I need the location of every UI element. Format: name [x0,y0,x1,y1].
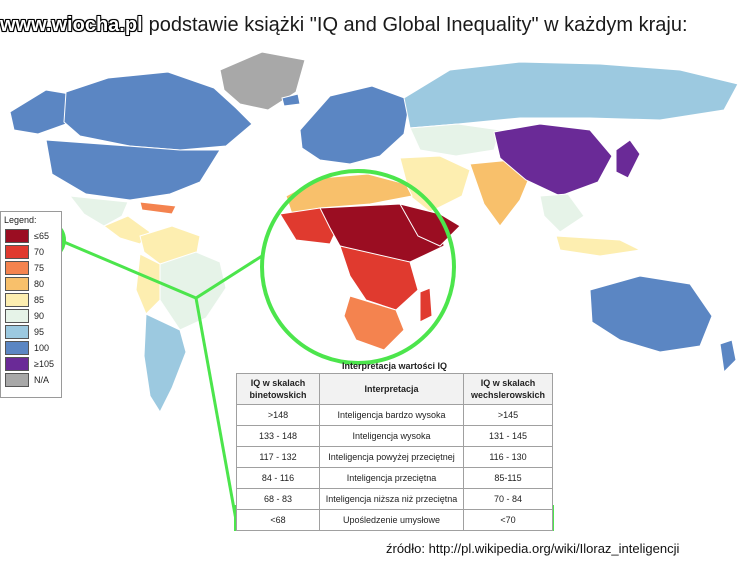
legend-item: N/A [5,373,61,388]
legend-item: 95 [5,325,61,340]
connector-line-table [194,297,238,521]
legend-label: 85 [34,295,45,305]
region-russia [403,61,739,129]
region-madagascar [419,287,433,323]
table-row: 68 - 83 Inteligencja niższa niż przecięt… [236,488,553,510]
column-header: IQ w skalach binetowskich [236,373,320,405]
region-new-zealand [719,339,737,374]
table-cell: >148 [236,404,320,426]
region-japan [615,139,641,179]
table-cell: Inteligencja przeciętna [319,467,464,489]
region-china [493,123,613,197]
legend-swatch [5,309,29,323]
legend-item: 80 [5,277,61,292]
region-brazil [159,251,227,331]
table-cell: Inteligencja niższa niż przeciętna [319,488,464,510]
region-central-asia [409,123,501,157]
table-row: >148 Inteligencja bardzo wysoka >145 [236,404,553,426]
region-southern-cone [143,313,187,414]
legend-label: 100 [34,343,50,353]
map-legend: Legend: ≤65 70 75 80 85 90 95 100 ≥105 N… [0,211,62,398]
legend-item: 100 [5,341,61,356]
table-cell: 85-115 [463,467,553,489]
legend-item: 70 [5,245,61,260]
table-cell: <68 [236,509,320,531]
table-row: 84 - 116 Inteligencja przeciętna 85-115 [236,467,553,489]
legend-label: 75 [34,263,45,273]
region-australia [589,275,713,353]
table-cell: Upośledzenie umysłowe [319,509,464,531]
region-southern-africa [343,295,405,351]
table-row: <68 Upośledzenie umysłowe <70 [236,509,553,531]
legend-swatch [5,245,29,259]
legend-label: N/A [34,375,50,385]
title-text: podstawie książki "IQ and Global Inequal… [148,14,688,36]
table-cell: >145 [463,404,553,426]
column-header: IQ w skalach wechslerowskich [463,373,553,405]
iq-interpretation-table: Interpretacja wartości IQ IQ w skalach b… [236,360,553,531]
legend-label: 70 [34,247,45,257]
table-row: 117 - 132 Inteligencja powyżej przeciętn… [236,446,553,468]
region-alaska [9,89,71,135]
legend-label: ≤65 [34,231,49,241]
legend-label: ≥105 [34,359,54,369]
table-cell: <70 [463,509,553,531]
table-cell: Inteligencja bardzo wysoka [319,404,464,426]
table-header-row: IQ w skalach binetowskich Interpretacja … [236,373,553,405]
table-cell: 116 - 130 [463,446,553,468]
legend-item: 90 [5,309,61,324]
table-cell: 117 - 132 [236,446,320,468]
legend-label: 90 [34,311,45,321]
legend-swatch [5,293,29,307]
region-middle-east [399,155,471,213]
legend-swatch [5,357,29,371]
legend-item: ≤65 [5,229,61,244]
legend-swatch [5,373,29,387]
region-indonesia [555,235,642,257]
region-caribbean [139,201,177,215]
table-cell: 84 - 116 [236,467,320,489]
region-usa [45,139,221,201]
region-andes [135,253,161,315]
table: IQ w skalach binetowskich Interpretacja … [236,373,553,531]
table-cell: 68 - 83 [236,488,320,510]
africa-highlight-circle [260,169,456,365]
region-mexico [68,195,129,227]
legend-swatch [5,325,29,339]
watermark: www.wiocha.pl [0,14,143,36]
table-cell: Inteligencja wysoka [319,425,464,447]
legend-swatch [5,341,29,355]
legend-title: Legend: [4,215,37,225]
table-cell: 131 - 145 [463,425,553,447]
table-cell: Inteligencja powyżej przeciętnej [319,446,464,468]
legend-label: 80 [34,279,45,289]
column-header: Interpretacja [319,373,464,405]
table-caption: Interpretacja wartości IQ [341,361,448,371]
page-title: www.wiocha.pl podstawie książki "IQ and G… [0,14,750,37]
region-europe [299,85,411,165]
legend-swatch [5,261,29,275]
region-canada [63,71,253,151]
source-caption: źródło: http://pl.wikipedia.org/wiki/Ilo… [386,541,680,556]
region-southeast-asia [539,193,585,233]
legend-item: 75 [5,261,61,276]
region-greenland [219,51,306,111]
table-row: 133 - 148 Inteligencja wysoka 131 - 145 [236,425,553,447]
legend-item: ≥105 [5,357,61,372]
legend-swatch [5,229,29,243]
legend-label: 95 [34,327,45,337]
legend-item: 85 [5,293,61,308]
region-iceland [281,93,301,107]
table-cell: 70 - 84 [463,488,553,510]
legend-swatch [5,277,29,291]
table-cell: 133 - 148 [236,425,320,447]
